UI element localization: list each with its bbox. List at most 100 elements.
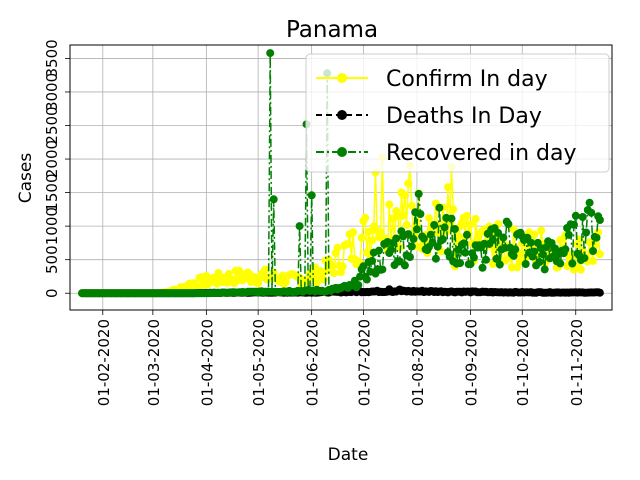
y-axis-label: Cases	[16, 153, 36, 204]
data-point	[595, 250, 604, 259]
data-point	[540, 265, 549, 274]
data-point	[592, 233, 601, 242]
data-point	[589, 256, 597, 265]
data-point	[261, 265, 270, 274]
data-point	[595, 216, 604, 224]
data-point	[570, 220, 578, 229]
data-point	[361, 213, 370, 222]
data-point	[561, 245, 570, 254]
data-point	[404, 230, 413, 239]
data-point	[466, 260, 475, 269]
data-point	[281, 278, 290, 287]
data-point	[459, 239, 468, 248]
data-point	[564, 230, 573, 239]
data-point	[362, 275, 371, 284]
data-point	[430, 221, 439, 229]
data-point	[478, 263, 487, 272]
data-point	[463, 211, 471, 220]
data-point	[412, 225, 421, 234]
y-tick-label: 3500	[43, 39, 61, 77]
data-point	[440, 223, 449, 232]
data-point	[447, 214, 456, 223]
data-point	[450, 225, 459, 233]
data-point	[530, 230, 539, 239]
x-tick-label: 01-11-2020	[568, 319, 586, 406]
data-point	[333, 243, 342, 252]
legend-label: Recovered in day	[386, 141, 577, 166]
x-tick-label: 01-05-2020	[250, 319, 268, 406]
data-point	[521, 260, 530, 268]
data-point	[375, 246, 383, 255]
series-3	[78, 49, 604, 298]
data-point	[504, 220, 513, 229]
data-point	[587, 208, 596, 217]
data-point	[435, 203, 444, 212]
data-point	[454, 232, 463, 241]
y-tick-label: 2000	[43, 140, 61, 178]
plot-area	[69, 44, 613, 311]
data-point	[387, 245, 396, 254]
data-point	[580, 254, 589, 263]
data-point	[354, 281, 363, 290]
data-point	[526, 238, 535, 247]
data-point	[407, 201, 416, 210]
data-point	[402, 221, 411, 229]
data-point	[269, 195, 278, 204]
data-point	[537, 226, 546, 235]
data-point	[385, 200, 394, 209]
data-point	[438, 235, 447, 244]
data-point	[556, 259, 565, 268]
data-point	[431, 254, 440, 263]
data-point	[404, 179, 413, 188]
data-point	[494, 229, 503, 237]
data-point	[409, 234, 418, 243]
y-tick-label: 0	[43, 288, 61, 298]
x-tick-label: 01-03-2020	[145, 319, 163, 406]
data-point	[400, 261, 409, 270]
legend-marker	[337, 110, 347, 120]
plot-frame	[69, 44, 613, 311]
data-point	[539, 250, 547, 259]
data-point	[400, 191, 409, 200]
x-axis: 01-02-2020 01-03-2020 01-04-2020 01-05-2020…	[95, 310, 586, 406]
data-point	[463, 230, 471, 239]
series-layer	[78, 49, 604, 298]
data-point	[571, 211, 580, 220]
data-point	[466, 220, 475, 229]
data-point	[449, 205, 458, 214]
data-point	[376, 228, 385, 237]
data-point	[530, 247, 539, 256]
data-point	[444, 183, 452, 192]
series-1	[78, 153, 604, 298]
data-point	[295, 222, 304, 231]
x-tick-label: 01-07-2020	[355, 319, 373, 406]
data-point	[357, 233, 366, 242]
x-tick-label: 01-08-2020	[409, 319, 427, 406]
data-point	[425, 214, 433, 223]
data-point	[499, 233, 508, 242]
data-point	[488, 236, 497, 244]
x-tick-label: 01-02-2020	[95, 319, 113, 406]
data-point	[319, 275, 328, 284]
legend-marker	[337, 147, 347, 157]
data-point	[578, 213, 587, 221]
data-point	[343, 240, 352, 249]
legend: Confirm In day Deaths In Day Recovered in …	[305, 53, 610, 173]
y-tick-label: 1500	[43, 174, 61, 212]
data-point	[495, 260, 504, 269]
y-tick-label: 3000	[43, 73, 61, 111]
data-point	[589, 247, 597, 255]
legend-label: Confirm In day	[386, 67, 548, 92]
data-point	[214, 269, 223, 277]
y-tick-label: 2500	[43, 106, 61, 144]
y-tick-label: 500	[43, 245, 61, 274]
data-point	[535, 258, 544, 267]
data-point	[349, 228, 358, 237]
legend-box	[305, 53, 610, 173]
data-point	[312, 278, 321, 287]
y-tick-label: 1000	[43, 207, 61, 245]
x-tick-label: 01-04-2020	[198, 319, 216, 406]
data-point	[392, 234, 401, 243]
